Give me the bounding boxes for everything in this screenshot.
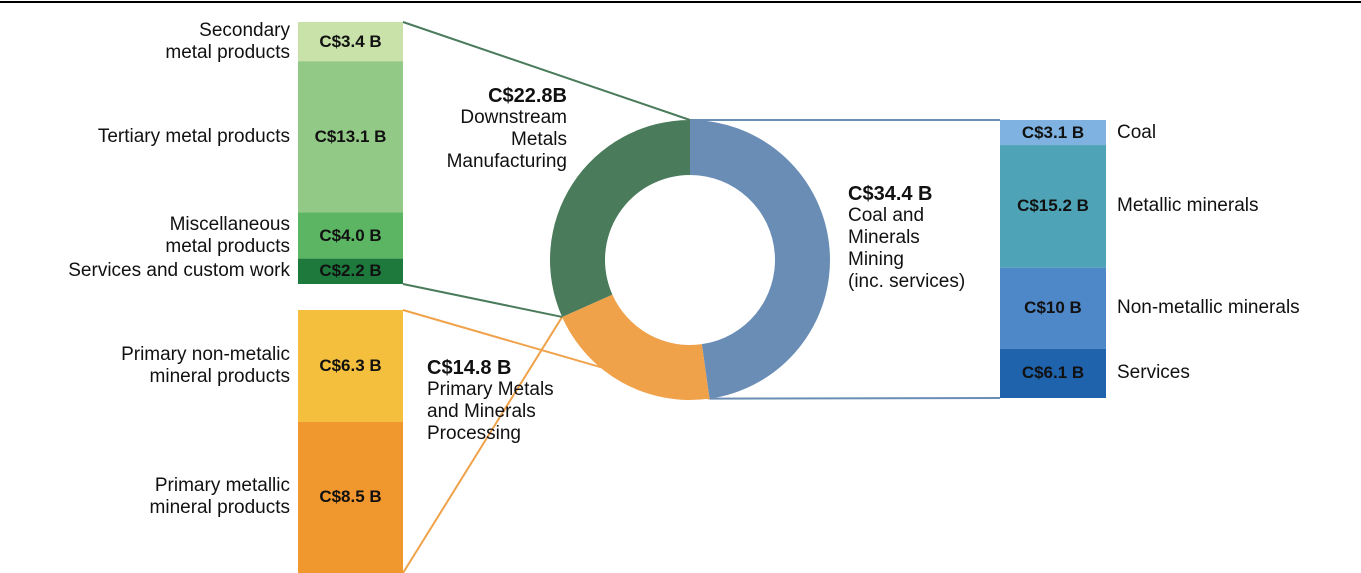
category-label: Miscellaneous metal products [165, 213, 290, 257]
segment-name: Primary Metals and Minerals Processing [427, 379, 554, 444]
category-label: Secondary metal products [165, 19, 290, 63]
value-label: C$15.2 B [1017, 196, 1089, 216]
connector [709, 397, 1001, 400]
category-label: Tertiary metal products [97, 125, 290, 147]
donut-segment [562, 294, 710, 400]
value-label: C$10 B [1024, 298, 1082, 318]
value-label: C$3.4 B [319, 31, 382, 51]
value-label: C$4.0 B [319, 225, 382, 245]
category-label: Coal [1117, 121, 1157, 143]
category-label: Services [1117, 362, 1190, 384]
segment-value: C$22.8B [488, 85, 567, 107]
value-label: C$6.3 B [319, 355, 382, 375]
donut-segment [550, 120, 690, 317]
segment-name: Downstream Metals Manufacturing [446, 107, 567, 172]
breakdown-bar [298, 421, 403, 573]
connector [402, 21, 691, 121]
connector [402, 316, 563, 573]
segment-name: Coal and Minerals Mining (inc. services) [848, 205, 966, 292]
breakdown-bar [298, 258, 403, 284]
breakdown-bar [1000, 267, 1106, 349]
value-label: C$2.2 B [319, 261, 382, 281]
segment-value: C$34.4 B [848, 183, 933, 205]
connector [402, 309, 710, 400]
segment-label: C$34.4 B Coal and Minerals Mining (inc. s… [848, 183, 965, 293]
breakdown-bar [1000, 120, 1106, 146]
breakdown-bar [298, 310, 403, 422]
breakdown-bar [1000, 348, 1106, 398]
value-label: C$6.1 B [1021, 363, 1085, 383]
value-label: C$8.5 B [319, 487, 382, 507]
category-label: Services and custom work [68, 260, 290, 282]
category-label: Primary non-metalic mineral products [121, 343, 290, 387]
category-label: Metallic minerals [1117, 195, 1259, 217]
breakdown-bar [1000, 145, 1106, 268]
category-label: Non-metallic minerals [1117, 297, 1300, 319]
value-label: C$3.1 B [1021, 122, 1085, 142]
connector [402, 283, 563, 318]
segment-value: C$14.8 B [427, 357, 512, 379]
segment-label: C$14.8 B Primary Metals and Minerals Proc… [427, 357, 554, 445]
breakdown-bar [298, 61, 403, 213]
donut-segment [690, 120, 830, 399]
category-label: Primary metallic mineral products [149, 475, 290, 519]
breakdown-bar [298, 22, 403, 62]
segment-label: C$22.8B Downstream Metals Manufacturing [447, 85, 567, 173]
breakdown-bar [298, 212, 403, 259]
value-label: C$13.1 B [314, 126, 387, 146]
